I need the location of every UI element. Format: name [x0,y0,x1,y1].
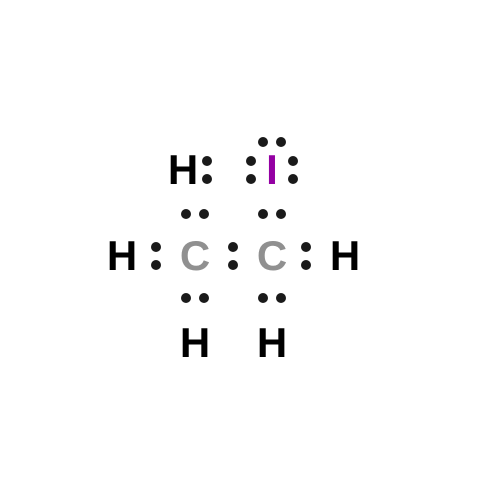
electron-dot [276,137,286,147]
electron-dot [301,242,311,252]
electron-dot [199,209,209,219]
electron-dot [246,156,256,166]
electron-dot [288,174,298,184]
electron-dot [276,293,286,303]
atom-I_top_right: I [266,149,278,191]
electron-dot [181,293,191,303]
electron-dot [151,242,161,252]
electron-dot [228,260,238,270]
electron-dot [202,156,212,166]
electron-dot [258,209,268,219]
atom-H_left: H [107,235,137,277]
electron-dot [258,293,268,303]
atom-C_right: C [257,235,287,277]
lewis-structure-diagram: H I H C C H H H [0,0,500,500]
electron-dot [199,293,209,303]
electron-dot [246,174,256,184]
electron-dot [276,209,286,219]
electron-dot [288,156,298,166]
electron-dot [202,174,212,184]
electron-dot [301,260,311,270]
electron-dot [151,260,161,270]
atom-H_top_left: H [168,149,198,191]
atom-H_bot_left: H [180,322,210,364]
atom-C_left: C [180,235,210,277]
electron-dot [228,242,238,252]
atom-H_right: H [330,235,360,277]
electron-dot [181,209,191,219]
atom-H_bot_right: H [257,322,287,364]
electron-dot [258,137,268,147]
